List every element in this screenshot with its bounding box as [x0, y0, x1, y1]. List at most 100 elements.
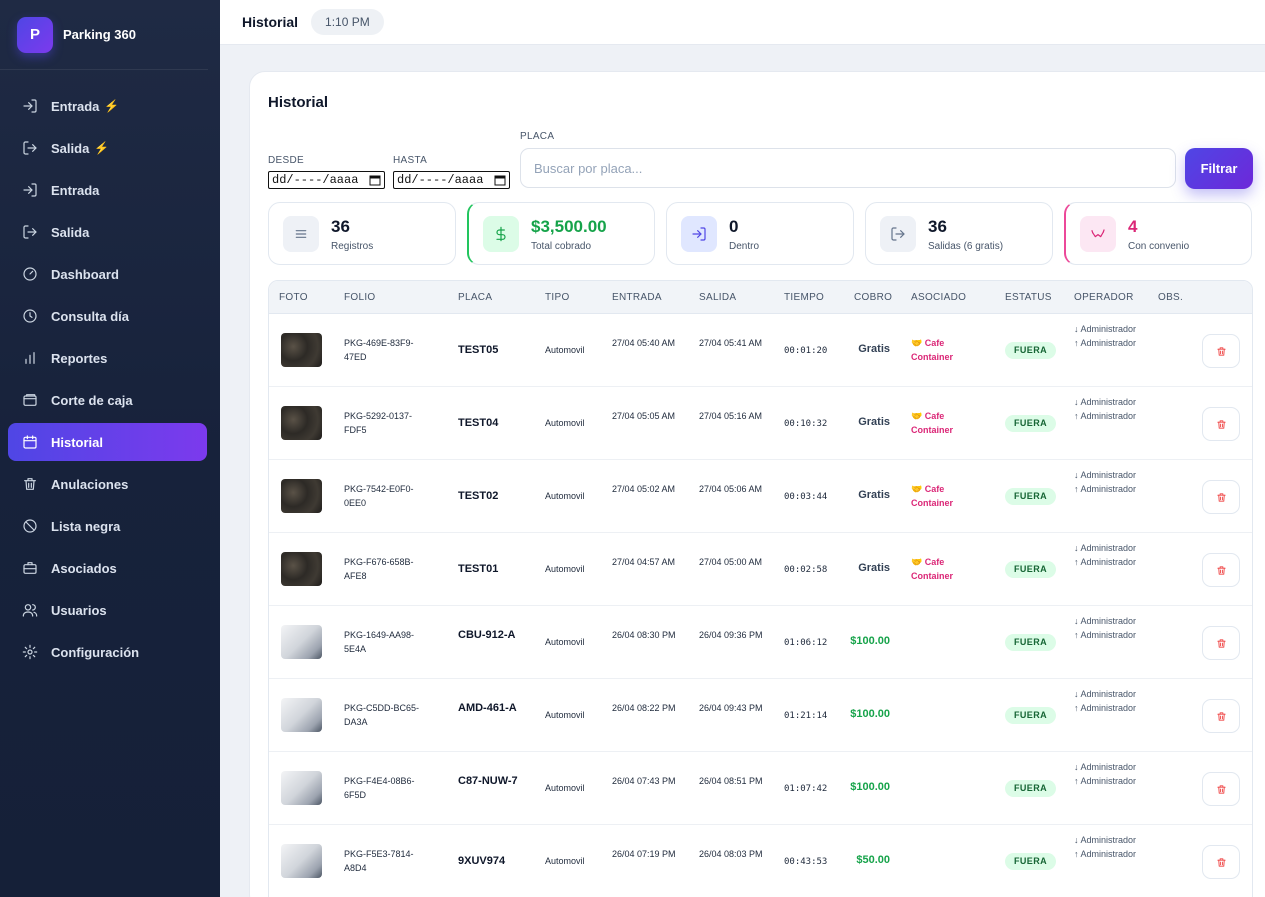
- tipo-cell: Automovil: [545, 783, 585, 793]
- ban-icon: [22, 518, 38, 534]
- operador-cell: ↓ Administrador ↑ Administrador: [1074, 469, 1140, 496]
- entrada-cell: 26/04 08:30 PM: [612, 630, 676, 640]
- sidebar-item-dashboard[interactable]: Dashboard: [8, 255, 207, 293]
- delete-button[interactable]: [1202, 626, 1240, 660]
- vehicle-photo-thumbnail[interactable]: [281, 844, 322, 878]
- calendar-icon: [494, 175, 506, 186]
- tipo-cell: Automovil: [545, 418, 585, 428]
- sidebar-item-corte-de-caja[interactable]: Corte de caja: [8, 381, 207, 419]
- trash-icon: [1216, 711, 1227, 722]
- vehicle-photo-thumbnail[interactable]: [281, 771, 322, 805]
- sidebar-item-asociados[interactable]: Asociados: [8, 549, 207, 587]
- sidebar-item-configuracion[interactable]: Configuración: [8, 633, 207, 671]
- trash-icon: [1216, 565, 1227, 576]
- table-row[interactable]: PKG-C5DD-BC65-DA3A AMD-461-A Automovil 2…: [269, 679, 1252, 752]
- sidebar-item-salida[interactable]: Salida: [8, 213, 207, 251]
- salida-cell: 26/04 09:36 PM: [699, 630, 763, 640]
- hasta-label: HASTA: [393, 155, 428, 166]
- asociado-cell: 🤝 Cafe Container: [911, 484, 954, 508]
- table-header: FOTO FOLIO PLACA TIPO ENTRADA SALIDA TIEMPO COB…: [269, 281, 1252, 314]
- delete-button[interactable]: [1202, 699, 1240, 733]
- vehicle-photo-thumbnail[interactable]: [281, 479, 322, 513]
- logout-icon: [880, 216, 916, 252]
- list-icon: [283, 216, 319, 252]
- desde-date-input[interactable]: dd/----/aaaa: [268, 171, 385, 189]
- placa-cell: C87-NUW-7: [458, 775, 518, 787]
- tipo-cell: Automovil: [545, 491, 585, 501]
- stat-label: Con convenio: [1128, 241, 1190, 252]
- sidebar-item-consulta-dia[interactable]: Consulta día: [8, 297, 207, 335]
- table-row[interactable]: PKG-F676-658B-AFE8 TEST01 Automovil 27/0…: [269, 533, 1252, 606]
- sidebar-item-entrada[interactable]: Entrada: [8, 171, 207, 209]
- logout-icon: [22, 140, 38, 156]
- vehicle-photo-thumbnail[interactable]: [281, 552, 322, 586]
- column-header: PLACA: [458, 292, 493, 303]
- folio-cell: PKG-F676-658B-AFE8: [344, 557, 414, 581]
- sidebar-item-entrada[interactable]: Entrada ⚡: [8, 87, 207, 125]
- vehicle-photo-thumbnail[interactable]: [281, 698, 322, 732]
- column-header: COBRO: [854, 292, 893, 303]
- filter-button[interactable]: Filtrar: [1185, 148, 1253, 189]
- salida-cell: 27/04 05:00 AM: [699, 557, 763, 567]
- sidebar-item-salida[interactable]: Salida ⚡: [8, 129, 207, 167]
- operador-cell: ↓ Administrador ↑ Administrador: [1074, 688, 1140, 715]
- table-row[interactable]: PKG-5292-0137-FDF5 TEST04 Automovil 27/0…: [269, 387, 1252, 460]
- status-badge: FUERA: [1005, 488, 1056, 505]
- table-row[interactable]: PKG-F5E3-7814-A8D4 9XUV974 Automovil 26/…: [269, 825, 1252, 897]
- operador-entrada: ↓ Administrador: [1074, 470, 1137, 480]
- trash-icon: [1216, 784, 1227, 795]
- salida-cell: 27/04 05:16 AM: [699, 411, 763, 421]
- table-row[interactable]: PKG-7542-E0F0-0EE0 TEST02 Automovil 27/0…: [269, 460, 1252, 533]
- salida-cell: 26/04 08:03 PM: [699, 849, 763, 859]
- gear-icon: [22, 644, 38, 660]
- table-row[interactable]: PKG-469E-83F9-47ED TEST05 Automovil 27/0…: [269, 314, 1252, 387]
- status-badge: FUERA: [1005, 853, 1056, 870]
- table-row[interactable]: PKG-F4E4-08B6-6F5D C87-NUW-7 Automovil 2…: [269, 752, 1252, 825]
- hasta-date-input[interactable]: dd/----/aaaa: [393, 171, 510, 189]
- table-row[interactable]: PKG-1649-AA98-5E4A CBU-912-A Automovil 2…: [269, 606, 1252, 679]
- status-badge: FUERA: [1005, 707, 1056, 724]
- entrada-cell: 27/04 05:05 AM: [612, 411, 676, 421]
- sidebar-item-anulaciones[interactable]: Anulaciones: [8, 465, 207, 503]
- column-header: FOTO: [279, 292, 308, 303]
- delete-button[interactable]: [1202, 845, 1240, 879]
- placa-search-input[interactable]: Buscar por placa...: [520, 148, 1176, 188]
- tiempo-cell: 00:10:32: [784, 419, 828, 429]
- delete-button[interactable]: [1202, 772, 1240, 806]
- operador-entrada: ↓ Administrador: [1074, 616, 1137, 626]
- folio-cell: PKG-1649-AA98-5E4A: [344, 630, 415, 654]
- vehicle-photo-thumbnail[interactable]: [281, 333, 322, 367]
- delete-button[interactable]: [1202, 480, 1240, 514]
- stat-label: Registros: [331, 241, 374, 252]
- sidebar-item-label: Salida: [51, 224, 90, 240]
- entrada-cell: 27/04 05:02 AM: [612, 484, 676, 494]
- operador-entrada: ↓ Administrador: [1074, 543, 1137, 553]
- sidebar-item-usuarios[interactable]: Usuarios: [8, 591, 207, 629]
- placa-cell: CBU-912-A: [458, 629, 516, 641]
- vehicle-photo-thumbnail[interactable]: [281, 406, 322, 440]
- folio-cell: PKG-F4E4-08B6-6F5D: [344, 776, 415, 800]
- stat-card: 36 Salidas (6 gratis): [865, 202, 1053, 265]
- trash-icon: [22, 476, 38, 492]
- operador-salida: ↑ Administrador: [1074, 702, 1137, 713]
- sidebar-nav: Entrada ⚡ Salida ⚡ Entrada Salida Dashbo…: [0, 70, 220, 671]
- login-icon: [681, 216, 717, 252]
- delete-button[interactable]: [1202, 553, 1240, 587]
- salida-cell: 26/04 09:43 PM: [699, 703, 763, 713]
- sidebar-item-historial[interactable]: Historial: [8, 423, 207, 461]
- asociado-cell: 🤝 Cafe Container: [911, 338, 954, 362]
- tiempo-cell: 00:01:20: [784, 346, 828, 356]
- cobro-cell: $100.00: [850, 635, 890, 647]
- status-badge: FUERA: [1005, 561, 1056, 578]
- folio-cell: PKG-469E-83F9-47ED: [344, 338, 414, 362]
- delete-button[interactable]: [1202, 334, 1240, 368]
- placa-label: PLACA: [520, 131, 555, 142]
- tiempo-cell: 00:03:44: [784, 492, 828, 502]
- folio-cell: PKG-C5DD-BC65-DA3A: [344, 703, 420, 727]
- bolt-icon: ⚡: [94, 141, 110, 155]
- sidebar-item-reportes[interactable]: Reportes: [8, 339, 207, 377]
- vehicle-photo-thumbnail[interactable]: [281, 625, 322, 659]
- stat-value: 36: [928, 217, 947, 236]
- delete-button[interactable]: [1202, 407, 1240, 441]
- sidebar-item-lista-negra[interactable]: Lista negra: [8, 507, 207, 545]
